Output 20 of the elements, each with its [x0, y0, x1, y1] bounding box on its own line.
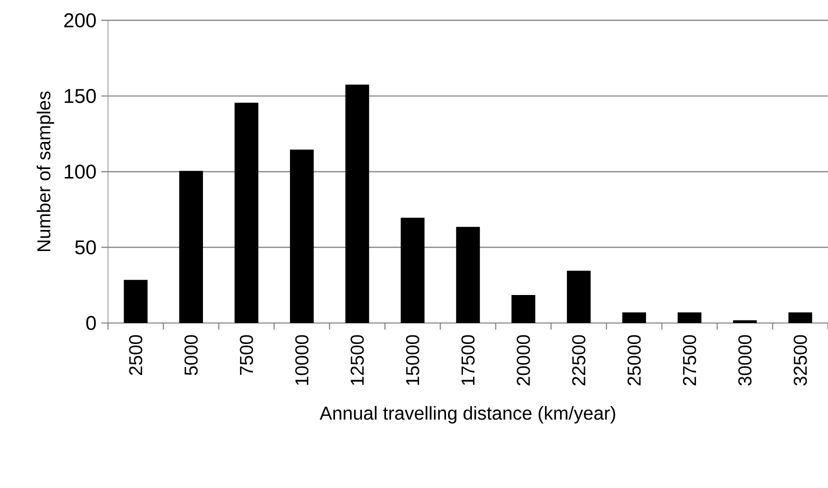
x-tick-label: 7500 — [240, 335, 254, 375]
x-tick-label: 32500 — [794, 335, 807, 386]
y-tick-label: 150 — [64, 88, 96, 104]
y-axis-title: Number of samples — [36, 91, 54, 252]
y-tick-label: 50 — [75, 240, 96, 254]
y-tick-label: 0 — [86, 316, 96, 330]
x-tick-label: 27500 — [682, 335, 696, 386]
x-tick-label: 12500 — [350, 335, 364, 385]
x-tick-label: 5000 — [184, 335, 198, 376]
x-tick-label: 17500 — [461, 335, 475, 385]
x-tick-label: 10000 — [295, 335, 308, 385]
x-tick-label: 25000 — [628, 335, 641, 386]
x-tick-label: 30000 — [738, 335, 752, 386]
x-tick-label: 22500 — [572, 335, 586, 386]
y-tick-label: 100 — [64, 164, 96, 179]
x-tick-label: 15000 — [406, 335, 420, 385]
x-tick-label: 20000 — [516, 335, 530, 386]
x-tick-label: 2500 — [129, 335, 142, 375]
y-tick-label: 200 — [64, 13, 96, 28]
x-axis-title: Annual travelling distance (km/year) — [320, 406, 616, 424]
